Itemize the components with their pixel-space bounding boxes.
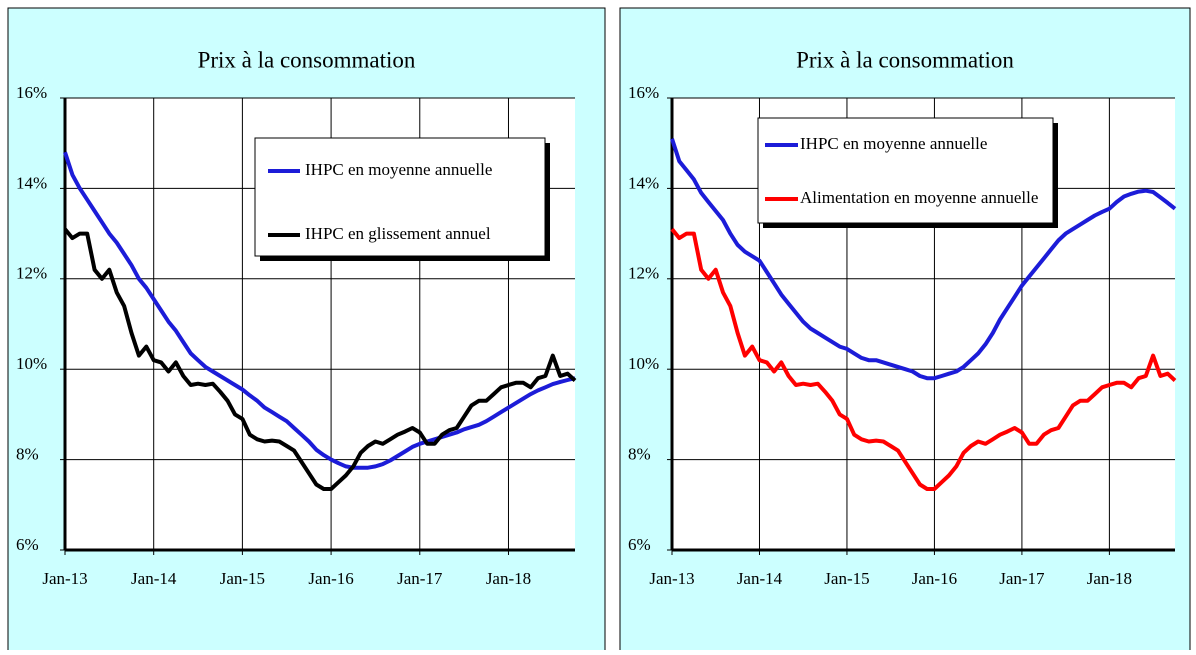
x-tick-label: Jan-17 <box>397 569 443 588</box>
x-tick-label: Jan-18 <box>1087 569 1132 588</box>
x-tick-label: Jan-16 <box>912 569 957 588</box>
x-tick-label: Jan-14 <box>131 569 177 588</box>
y-tick-label: 16% <box>16 83 47 102</box>
x-tick-label: Jan-15 <box>220 569 265 588</box>
legend-label: Alimentation en moyenne annuelle <box>800 188 1038 207</box>
line-series <box>670 227 1177 491</box>
x-tick-label: Jan-18 <box>486 569 531 588</box>
y-tick-label: 10% <box>628 354 659 373</box>
y-tick-label: 14% <box>16 173 47 192</box>
legend <box>254 137 546 257</box>
x-tick-label: Jan-16 <box>308 569 353 588</box>
x-tick-label: Jan-14 <box>737 569 783 588</box>
chart-title: Prix à la consommation <box>796 47 1014 72</box>
y-tick-label: 14% <box>628 173 659 192</box>
y-tick-label: 16% <box>628 83 659 102</box>
x-tick-label: Jan-17 <box>999 569 1045 588</box>
y-tick-label: 12% <box>16 264 47 283</box>
x-tick-label: Jan-13 <box>42 569 87 588</box>
legend <box>757 117 1054 224</box>
y-tick-label: 6% <box>628 535 651 554</box>
line-series <box>63 151 576 470</box>
x-tick-label: Jan-15 <box>824 569 869 588</box>
line-series <box>63 227 577 491</box>
x-tick-label: Jan-13 <box>649 569 694 588</box>
y-tick-label: 10% <box>16 354 47 373</box>
y-tick-label: 8% <box>628 445 651 464</box>
legend-label: IHPC en glissement annuel <box>305 224 491 243</box>
y-tick-label: 12% <box>628 264 659 283</box>
legend-label: IHPC en moyenne annuelle <box>800 134 987 153</box>
y-tick-label: 6% <box>16 535 39 554</box>
legend-label: IHPC en moyenne annuelle <box>305 160 492 179</box>
line-series <box>670 138 1177 381</box>
y-tick-label: 8% <box>16 445 39 464</box>
chart-title: Prix à la consommation <box>198 47 416 72</box>
